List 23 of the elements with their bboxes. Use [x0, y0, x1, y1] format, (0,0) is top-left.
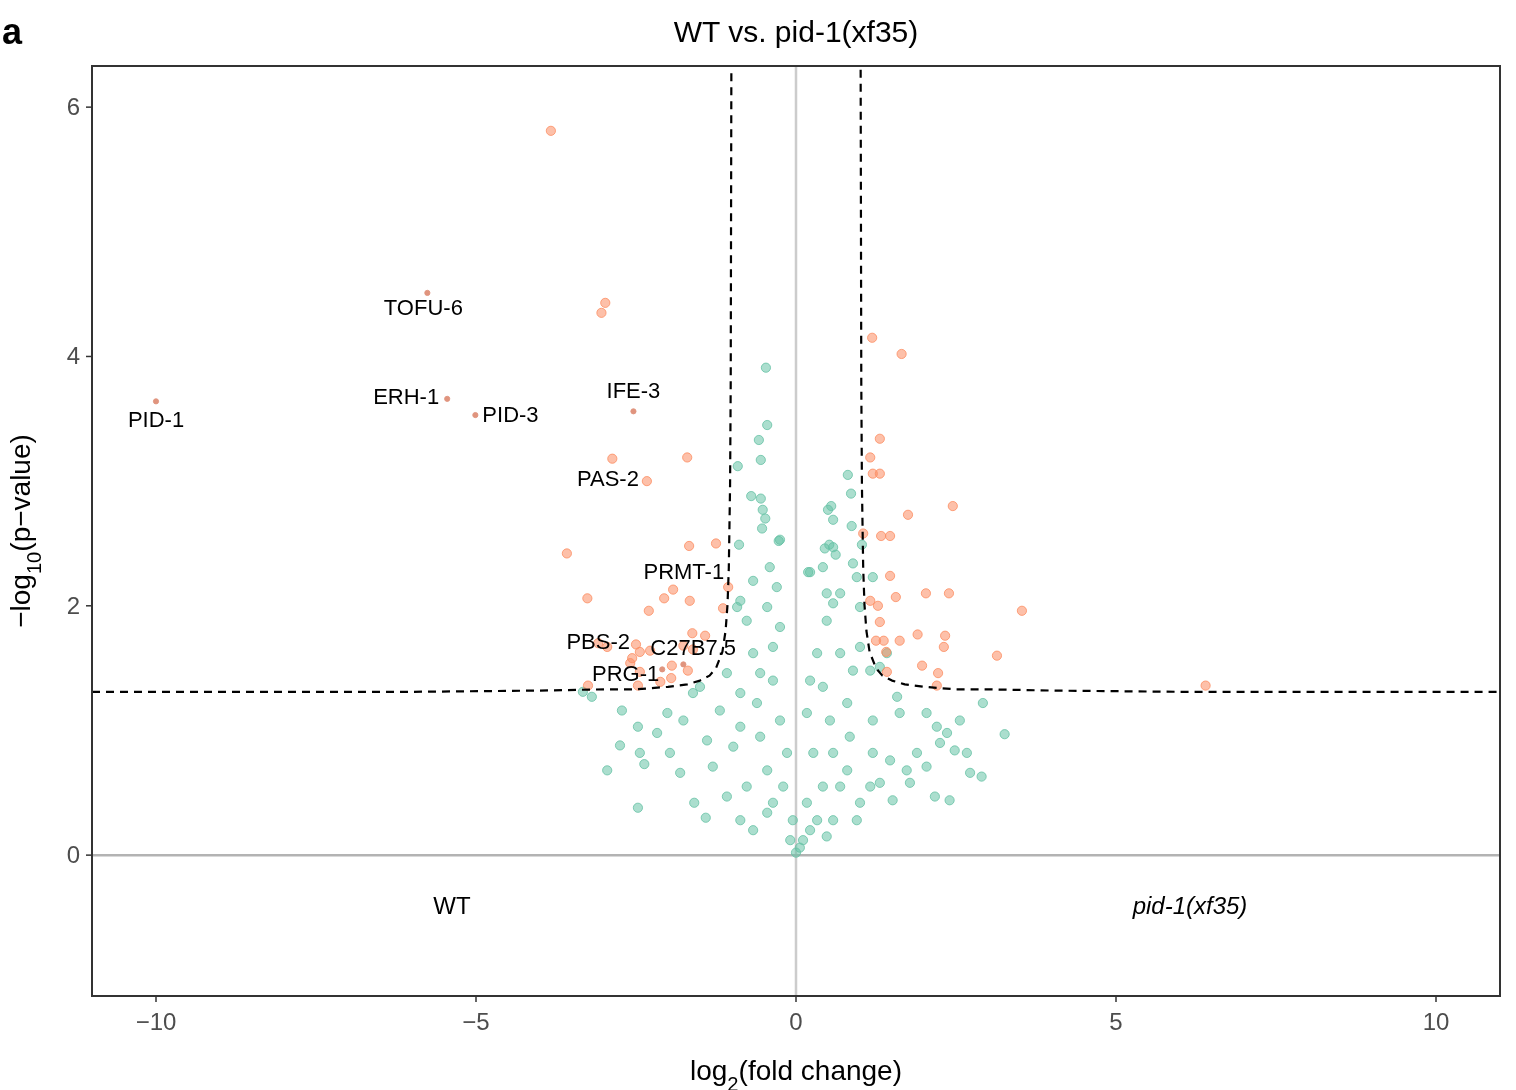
annotation: ERH-1: [373, 383, 440, 409]
annotation: PID-1: [127, 407, 185, 433]
x-tick-label: 5: [1109, 1008, 1123, 1035]
annotation: pid-1(xf35): [1131, 892, 1248, 919]
y-tick-label: 6: [66, 93, 80, 121]
y-tick-label: 2: [66, 591, 80, 619]
annotation: WT: [433, 892, 471, 919]
annotation: C27B7.5: [650, 635, 736, 661]
annotation: IFE-3: [606, 378, 661, 404]
x-tick-label: −10: [135, 1008, 177, 1035]
annotation: PAS-2: [576, 466, 639, 492]
annotation: PRG-1: [591, 661, 660, 687]
annotation: PBS-2: [566, 629, 630, 655]
chart-title: WT vs. pid-1(xf35): [673, 15, 919, 48]
x-tick-label: 0: [789, 1008, 803, 1035]
annotation: PRMT-1: [643, 559, 725, 585]
annotation: TOFU-6: [383, 294, 463, 320]
x-tick-label: −5: [462, 1008, 490, 1035]
annotation: PID-3: [482, 402, 539, 428]
y-tick-label: 4: [66, 342, 80, 370]
x-tick-label: 10: [1422, 1008, 1450, 1035]
y-tick-label: 0: [66, 841, 80, 869]
text: a: [2, 11, 23, 52]
